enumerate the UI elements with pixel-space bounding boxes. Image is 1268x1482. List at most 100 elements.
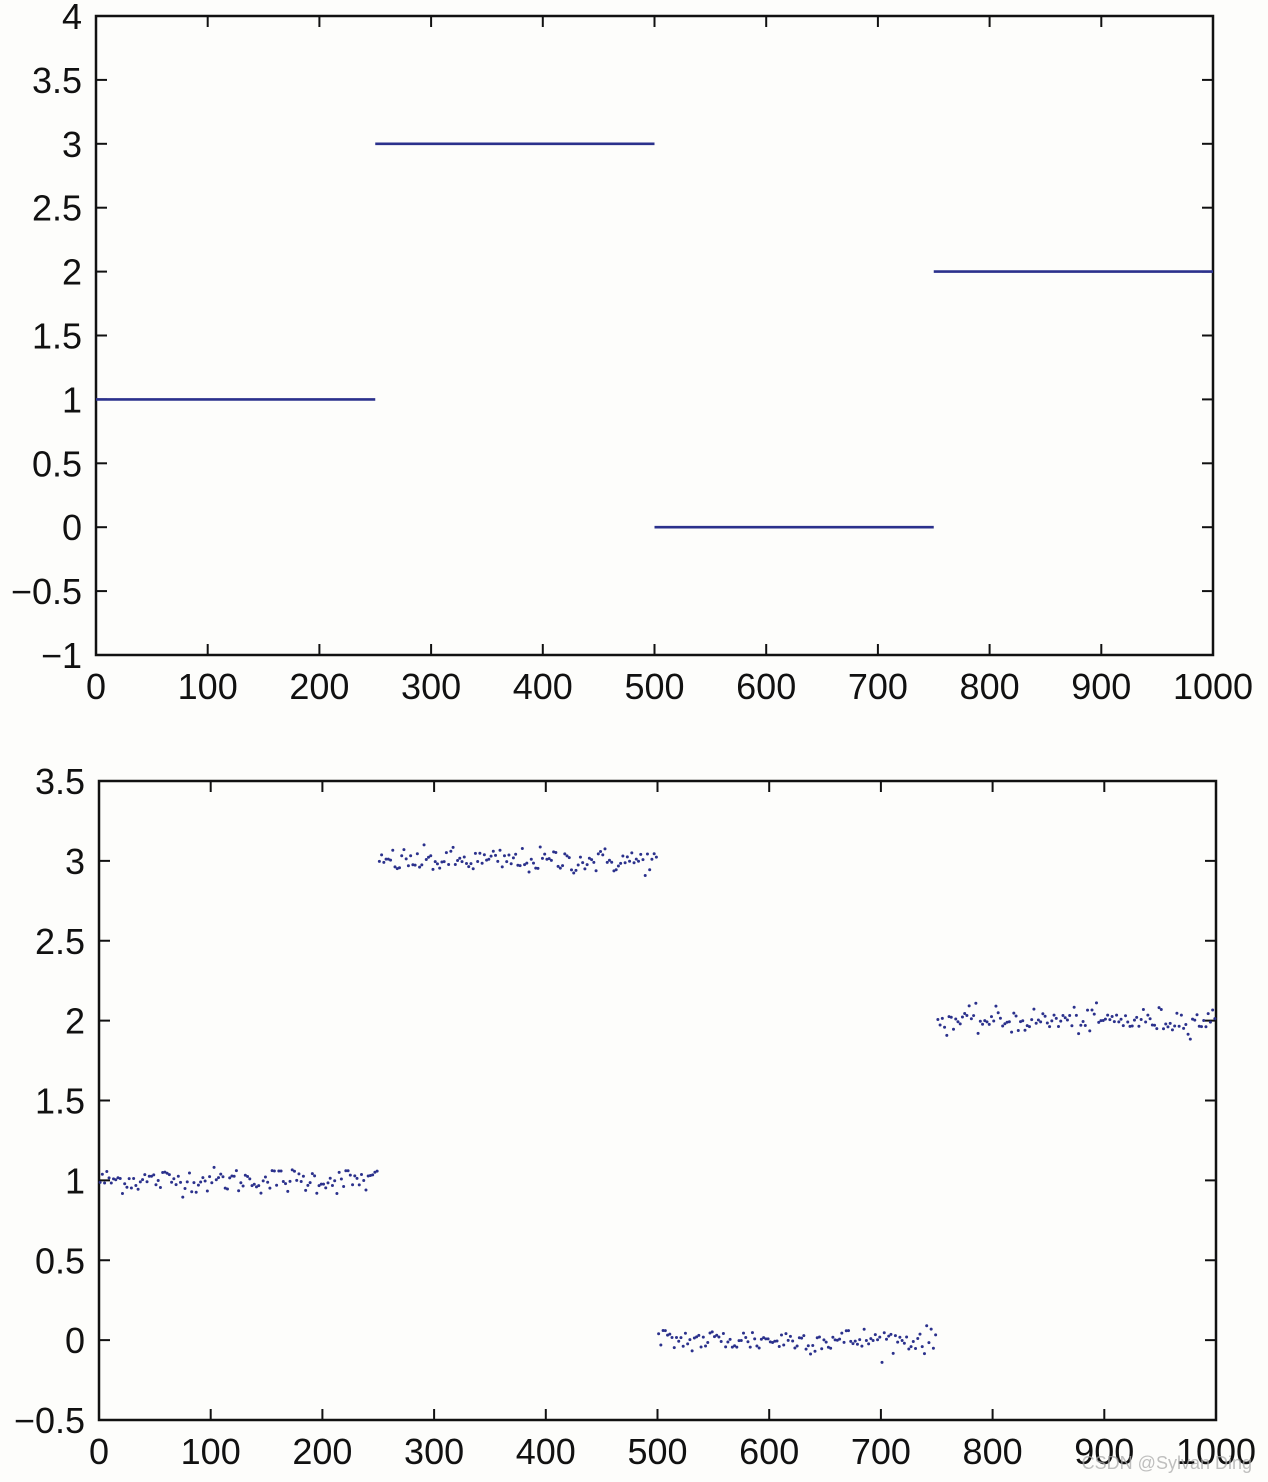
data-point [1184, 1023, 1188, 1027]
data-point [118, 1177, 122, 1181]
data-point [351, 1183, 355, 1187]
data-point [1086, 1008, 1090, 1012]
y-tick-label: 2 [65, 1001, 85, 1042]
data-point [802, 1334, 806, 1338]
y-tick-label: 1.5 [32, 316, 82, 357]
data-point [587, 856, 591, 860]
data-point [306, 1183, 310, 1187]
data-point [1204, 1025, 1208, 1029]
data-point [786, 1338, 790, 1342]
data-point [1119, 1017, 1123, 1021]
data-point [1191, 1017, 1195, 1021]
data-point [632, 861, 636, 865]
data-point [1070, 1024, 1074, 1028]
x-tick-label: 800 [963, 1431, 1023, 1472]
x-tick-label: 700 [851, 1431, 911, 1472]
data-point [572, 871, 576, 875]
data-point [420, 863, 424, 867]
data-point [855, 1342, 859, 1346]
data-point [1072, 1005, 1076, 1009]
data-point [105, 1169, 109, 1173]
data-point [849, 1339, 853, 1343]
data-point [543, 852, 547, 856]
data-point [1007, 1020, 1011, 1024]
data-point [833, 1338, 837, 1342]
data-point [183, 1186, 187, 1190]
data-point [172, 1177, 176, 1181]
data-point [1195, 1013, 1199, 1017]
data-point [491, 849, 495, 853]
data-point [556, 864, 560, 868]
data-point [440, 860, 444, 864]
data-point [654, 855, 658, 859]
data-point [563, 852, 567, 856]
data-point [1211, 1008, 1215, 1012]
data-point [315, 1191, 319, 1195]
data-point [129, 1186, 133, 1190]
data-point [1050, 1019, 1054, 1023]
data-point [755, 1344, 759, 1348]
data-point [165, 1171, 169, 1175]
data-point [313, 1174, 317, 1178]
data-point [1141, 1008, 1145, 1012]
data-point [380, 853, 384, 857]
data-point [1117, 1020, 1121, 1024]
data-point [943, 1025, 947, 1029]
x-tick-label: 100 [181, 1431, 241, 1472]
data-point [1077, 1032, 1081, 1036]
x-tick-label: 900 [1074, 1431, 1134, 1472]
data-point [201, 1176, 205, 1180]
data-point [400, 854, 404, 858]
data-point [1065, 1018, 1069, 1022]
data-point [822, 1338, 826, 1342]
data-point [652, 852, 656, 856]
data-point [893, 1334, 897, 1338]
data-point [690, 1349, 694, 1353]
data-point [433, 860, 437, 864]
data-point [739, 1339, 743, 1343]
data-point [976, 1031, 980, 1035]
data-point [748, 1345, 752, 1349]
data-point [1092, 1012, 1096, 1016]
data-point [777, 1345, 781, 1349]
data-point [415, 852, 419, 856]
data-point [918, 1332, 922, 1336]
data-point [208, 1175, 212, 1179]
data-point [299, 1180, 303, 1184]
data-point [981, 1022, 985, 1026]
data-point [916, 1337, 920, 1341]
data-point [167, 1173, 171, 1177]
data-point [489, 854, 493, 858]
x-tick-label: 900 [1071, 666, 1131, 707]
data-point [590, 858, 594, 862]
data-point [1208, 1020, 1212, 1024]
data-point [730, 1345, 734, 1349]
data-point [328, 1176, 332, 1180]
data-point [203, 1179, 207, 1183]
data-point [905, 1335, 909, 1339]
data-point [746, 1340, 750, 1344]
data-point [679, 1336, 683, 1340]
data-point [1057, 1025, 1061, 1029]
data-point [838, 1337, 842, 1341]
data-point [386, 857, 390, 861]
data-point [507, 853, 511, 857]
data-point [603, 847, 607, 851]
y-tick-label: 0 [65, 1320, 85, 1361]
x-tick-label: 200 [292, 1431, 352, 1472]
data-point [210, 1181, 214, 1185]
data-point [469, 862, 473, 866]
data-point [965, 1013, 969, 1017]
data-point [1186, 1032, 1190, 1036]
y-tick-label: 3 [62, 124, 82, 165]
data-point [996, 1011, 1000, 1015]
data-point [194, 1190, 198, 1194]
x-tick-label: 0 [86, 666, 106, 707]
data-point [308, 1181, 312, 1185]
data-point [963, 1011, 967, 1015]
data-point [451, 845, 455, 849]
data-point [558, 866, 562, 870]
data-point [359, 1172, 363, 1176]
data-point [775, 1339, 779, 1343]
data-point [791, 1339, 795, 1343]
